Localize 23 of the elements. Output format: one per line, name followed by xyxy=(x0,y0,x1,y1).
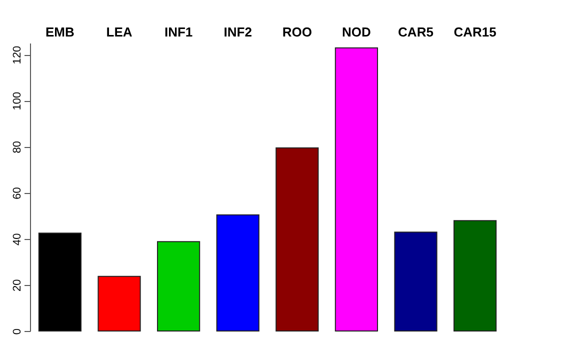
y-tick-label: 40 xyxy=(12,233,24,246)
x-tick-label: EMB xyxy=(46,24,74,40)
bar xyxy=(98,276,141,332)
x-tick-label: ROO xyxy=(282,24,312,40)
bar xyxy=(216,214,260,332)
y-tick-label: 20 xyxy=(12,279,24,292)
x-tick-label: NOD xyxy=(342,24,371,40)
bar xyxy=(156,241,200,332)
y-tick-label: 100 xyxy=(12,92,24,110)
bar xyxy=(38,232,82,332)
x-tick-label: LEA xyxy=(106,24,133,40)
bar xyxy=(394,232,438,332)
x-tick-label: CAR5 xyxy=(398,24,434,40)
y-tick-label: 120 xyxy=(12,46,24,64)
bar xyxy=(454,220,497,332)
x-tick-label: CAR15 xyxy=(454,24,496,40)
y-tick-label: 60 xyxy=(12,187,24,200)
y-tick-label: 80 xyxy=(12,141,24,154)
x-tick-label: INF1 xyxy=(164,24,193,40)
y-tick-label: 0 xyxy=(12,328,24,335)
bar xyxy=(276,147,319,332)
x-tick-label: INF2 xyxy=(224,24,252,40)
bar xyxy=(334,47,378,332)
